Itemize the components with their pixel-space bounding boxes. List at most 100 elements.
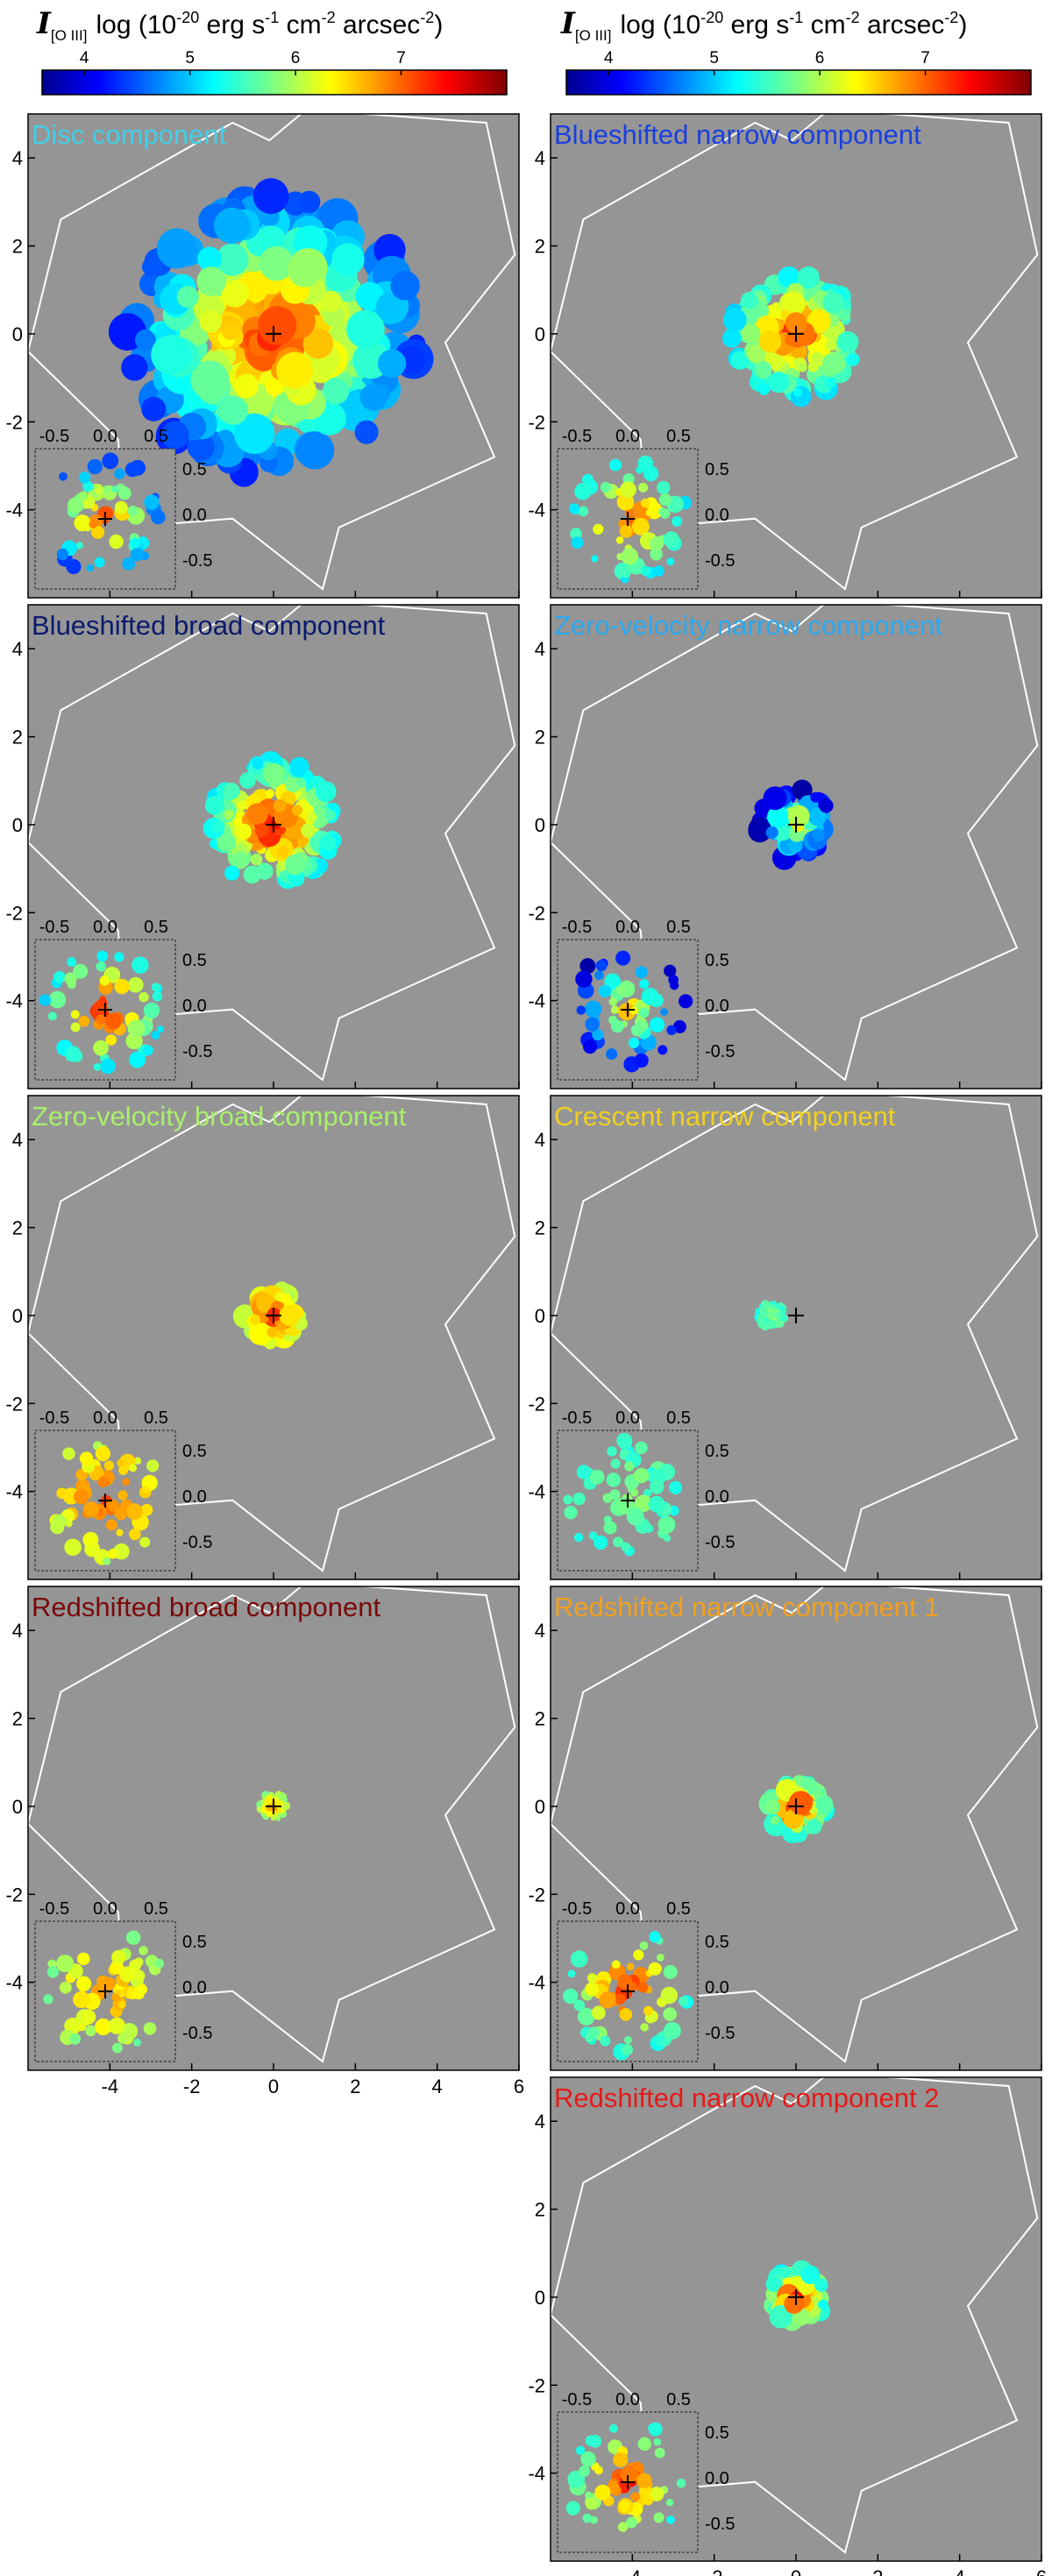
inset-y-tick-label: 0.0 (182, 506, 207, 525)
inset-spaxel (565, 2501, 580, 2516)
inset-spaxel (588, 1531, 598, 1540)
emission-spaxel (204, 796, 224, 815)
inset-spaxel (679, 994, 693, 1009)
inset-spaxel (650, 1480, 665, 1494)
inset-spaxel (570, 1950, 588, 1968)
emission-spaxel (278, 1792, 287, 1801)
inset-spaxel (602, 1493, 613, 1503)
emission-spaxel (217, 832, 237, 852)
panel-title: Blueshifted broad component (32, 610, 386, 641)
colorbar-tick-label: 6 (291, 49, 301, 67)
inset-spaxel (645, 509, 653, 516)
inset-spaxel (79, 491, 89, 500)
inset-spaxel (157, 1025, 165, 1033)
y-tick-label: -4 (5, 500, 23, 522)
inset-frame (34, 1920, 176, 2062)
inset-zoom: -0.5 0.0 0.5 0.5 0.0 -0.5 (557, 1409, 735, 1572)
inset-spaxel (142, 1045, 153, 1056)
inset-spaxel (622, 2044, 633, 2055)
inset-x-tick-label: -0.5 (39, 1409, 69, 1428)
emission-spaxel (254, 823, 269, 837)
inset-spaxel (70, 1022, 81, 1033)
emission-spaxel (284, 854, 306, 876)
inset-spaxel (151, 983, 160, 992)
y-tick-label: -2 (528, 902, 545, 924)
inset-spaxel (118, 1465, 129, 1475)
inset-spaxel (639, 1021, 649, 1030)
inset-spaxel (653, 2438, 662, 2446)
inset-spaxel (582, 2513, 593, 2523)
y-tick-label: -4 (5, 1972, 23, 1994)
inset-spaxel (105, 968, 119, 981)
inset-spaxel (608, 997, 618, 1006)
emission-spaxel (778, 266, 800, 288)
inset-spaxel (617, 1974, 633, 1990)
inset-spaxel (638, 1007, 650, 1018)
inset-spaxel (573, 1999, 586, 2012)
emission-spaxel (793, 387, 803, 397)
inset-frame (557, 1430, 699, 1572)
inset-spaxel (649, 2487, 665, 2501)
emission-spaxel (255, 1294, 275, 1313)
inset-spaxel (94, 557, 105, 568)
inset-spaxel (635, 1441, 648, 1455)
inset-spaxel (594, 2466, 603, 2475)
inset-spaxel (114, 952, 124, 962)
inset-spaxel (663, 2007, 677, 2021)
emission-spaxel (235, 823, 252, 841)
inset-spaxel (585, 1982, 599, 1997)
inset-spaxel (151, 1030, 160, 1040)
inset-spaxel (637, 2437, 651, 2451)
inset-spaxel (129, 1051, 146, 1068)
emission-spaxel (768, 1319, 777, 1329)
y-tick-label: -2 (528, 2374, 545, 2396)
inset-spaxel (82, 480, 94, 492)
inset-spaxel (589, 1469, 605, 1485)
emission-spaxel (807, 1819, 822, 1834)
inset-y-tick-label: 0.5 (705, 1442, 729, 1461)
inset-nucleus-marker (621, 2475, 635, 2489)
emission-spaxel (160, 421, 189, 450)
inset-y-tick-label: 0.5 (705, 1933, 729, 1952)
inset-nucleus-marker (98, 512, 112, 526)
emission-spaxel (141, 396, 167, 422)
inset-spaxel (96, 1014, 106, 1025)
inset-spaxel (118, 2001, 126, 2009)
emission-spaxel (212, 820, 225, 833)
emission-spaxel (382, 294, 401, 312)
emission-spaxel (780, 291, 806, 316)
inset-spaxel (648, 1962, 662, 1976)
inset-x-tick-label: -0.5 (39, 918, 69, 937)
inset-spaxel (660, 1008, 668, 1016)
emission-spaxel (223, 783, 240, 800)
inset-spaxel (624, 1461, 635, 1472)
emission-spaxel (797, 266, 820, 289)
inset-spaxel (135, 1988, 144, 1997)
inset-spaxel (110, 486, 118, 493)
emission-map (232, 1281, 308, 1350)
inset-zoom: -0.5 0.0 0.5 0.5 0.0 -0.5 (557, 427, 735, 590)
inset-spaxel (43, 1994, 53, 2005)
inset-y-tick-label: 0.0 (705, 506, 729, 525)
inset-spaxel (617, 2522, 629, 2532)
emission-map (748, 779, 834, 870)
panel-3: Blueshifted broad component 4 2 0 -2 -4 -0.5 0.… (5, 599, 520, 1089)
inset-frame (557, 448, 699, 590)
inset-x-tick-label: 0.0 (93, 918, 117, 937)
inset-spaxel (114, 978, 130, 995)
y-tick-label: 2 (12, 727, 23, 749)
inset-spaxel (95, 1445, 110, 1462)
inset-spaxel (119, 1966, 136, 1983)
panel-7: Redshifted broad component 4 2 0 -2 -4 -4 -2 0 2 4… (5, 1580, 524, 2097)
emission-spaxel (787, 805, 810, 827)
inset-zoom: -0.5 0.0 0.5 0.5 0.0 -0.5 (557, 1899, 735, 2062)
inset-x-tick-label: 0.5 (666, 2390, 691, 2409)
y-tick-label: -4 (528, 990, 545, 1012)
emission-spaxel (320, 290, 342, 312)
emission-spaxel (277, 846, 289, 858)
emission-spaxel (784, 2294, 804, 2314)
inset-spaxel (102, 452, 119, 470)
inset-spaxel (657, 1954, 665, 1962)
nucleus-marker (266, 1798, 281, 1814)
